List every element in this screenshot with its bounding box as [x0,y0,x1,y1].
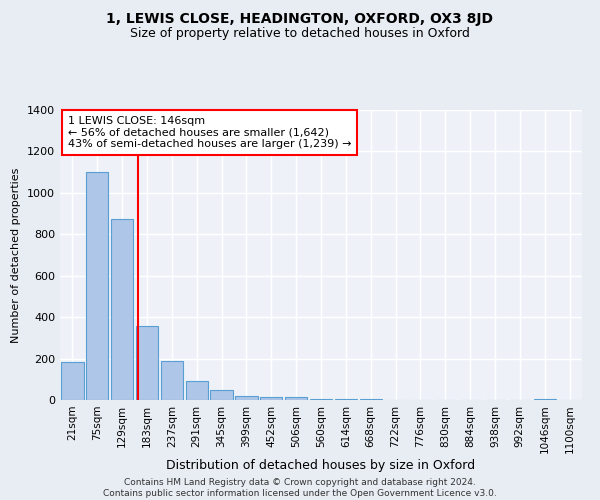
Bar [285,397,307,400]
Bar [235,396,257,400]
Bar [161,360,183,400]
Text: 1, LEWIS CLOSE, HEADINGTON, OXFORD, OX3 8JD: 1, LEWIS CLOSE, HEADINGTON, OXFORD, OX3 … [107,12,493,26]
Bar [260,397,283,400]
Bar [61,362,83,400]
Bar [111,219,133,400]
X-axis label: Distribution of detached houses by size in Oxford: Distribution of detached houses by size … [166,459,476,472]
Bar [310,399,332,400]
Bar [185,382,208,400]
Text: Contains HM Land Registry data © Crown copyright and database right 2024.
Contai: Contains HM Land Registry data © Crown c… [103,478,497,498]
Bar [136,326,158,400]
Text: Size of property relative to detached houses in Oxford: Size of property relative to detached ho… [130,28,470,40]
Bar [533,399,556,400]
Text: 1 LEWIS CLOSE: 146sqm
← 56% of detached houses are smaller (1,642)
43% of semi-d: 1 LEWIS CLOSE: 146sqm ← 56% of detached … [68,116,352,149]
Bar [335,399,357,400]
Y-axis label: Number of detached properties: Number of detached properties [11,168,22,342]
Bar [86,172,109,400]
Bar [211,390,233,400]
Bar [359,399,382,400]
